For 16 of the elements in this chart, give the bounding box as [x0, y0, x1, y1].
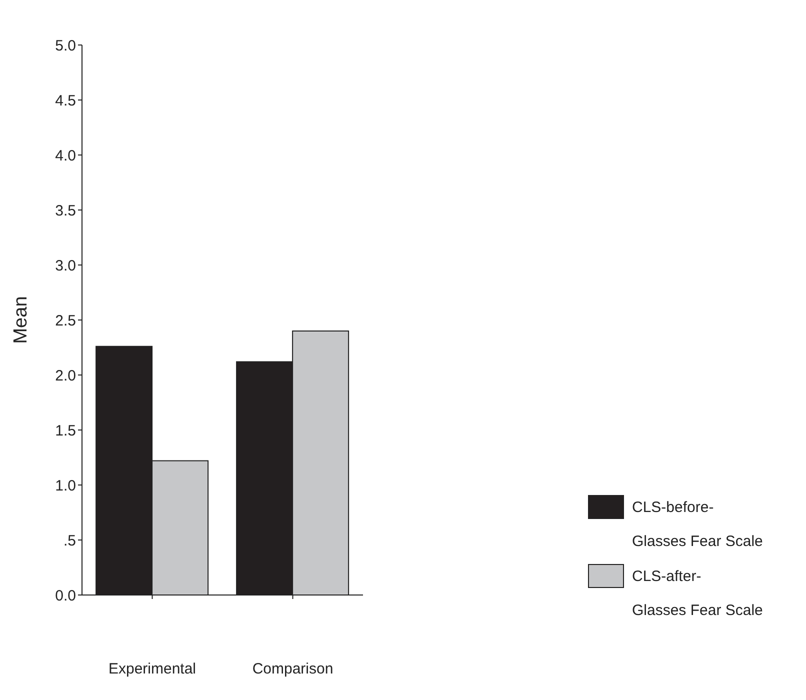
y-tick-label: 4.0 [55, 147, 76, 164]
y-tick-label: 1.0 [55, 477, 76, 494]
legend-label: CLS-after- Glasses Fear Scale [632, 568, 764, 619]
x-tick-label: Comparison [252, 660, 334, 678]
y-tick-label: 3.0 [55, 257, 76, 274]
y-tick-label: 0.0 [55, 587, 76, 604]
y-tick-label: 2.0 [55, 367, 76, 384]
y-tick-label: 5.0 [55, 37, 76, 54]
y-tick-label: 2.5 [55, 312, 76, 330]
y-axis-title: Mean [10, 296, 32, 344]
y-tick-label: 1.5 [55, 422, 76, 440]
y-tick-label: 3.5 [55, 202, 76, 220]
y-tick-label: .5 [63, 532, 76, 550]
legend-label: CLS-before- Glasses Fear Scale [632, 498, 764, 550]
x-tick-label: Experimental [108, 660, 196, 678]
y-tick-label: 4.5 [55, 92, 76, 110]
